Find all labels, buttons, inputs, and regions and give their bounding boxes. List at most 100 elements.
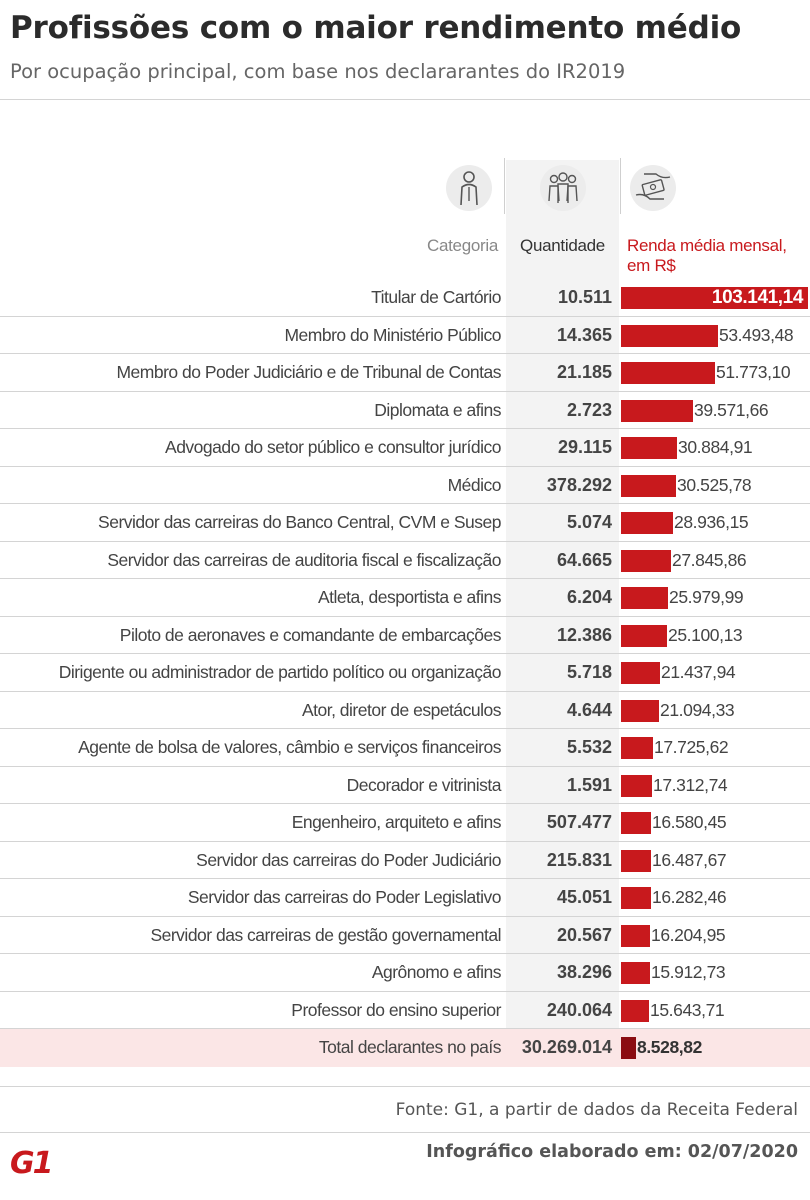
category-label: Titular de Cartório [371, 287, 501, 307]
income-value-label: 15.643,71 [650, 999, 725, 1020]
income-value-label: 17.312,74 [653, 774, 728, 795]
header-income: Renda média mensal, em R$ [627, 236, 787, 275]
category-label: Servidor das carreiras de gestão governa… [150, 924, 501, 945]
table-row: Decorador e vitrinista 1.591 17.312,74 [0, 767, 810, 804]
income-bar [621, 324, 718, 347]
category-label: Agrônomo e afins [371, 962, 502, 982]
income-bar [621, 737, 653, 759]
table-row: Diplomata e afins 2.723 39.571,66 [0, 392, 810, 429]
income-bar [621, 999, 649, 1022]
quantity-value: 5.532 [566, 737, 612, 757]
chart-rows: Titular de Cartório 10.511 103.141,14 Membr… [0, 279, 810, 1067]
income-bar [621, 662, 660, 684]
income-value-label: 103.141,14 [711, 287, 803, 308]
quantity-value: 20.567 [556, 924, 612, 945]
worker-icon [446, 165, 492, 211]
category-label: Decorador e vitrinista [346, 774, 502, 795]
category-label: Servidor das carreiras do Poder Legislat… [187, 887, 502, 907]
header-quantity: Quantidade [520, 236, 605, 255]
header-separator [620, 158, 621, 214]
category-label: Membro do Poder Judiciário e de Tribunal… [116, 362, 501, 382]
table-row: Médico 378.292 30.525,78 [0, 467, 810, 504]
quantity-value: 21.185 [556, 362, 612, 382]
table-row: Servidor das carreiras do Poder Legislat… [0, 879, 810, 917]
table-row: Ator, diretor de espetáculos 4.644 21.094,… [0, 692, 810, 729]
category-label: Médico [447, 474, 502, 495]
title-divider [0, 99, 810, 100]
people-icon [540, 165, 586, 211]
income-value-label: 27.845,86 [672, 549, 747, 570]
footer-divider [0, 1132, 810, 1133]
quantity-value: 378.292 [546, 474, 612, 495]
g1-logo: G1 [10, 1146, 53, 1181]
income-value-label: 21.094,33 [660, 699, 735, 720]
income-value-label: 39.571,66 [694, 399, 769, 420]
table-row: Agrônomo e afins 38.296 15.912,73 [0, 954, 810, 992]
table-row: Membro do Poder Judiciário e de Tribunal… [0, 354, 810, 392]
category-label: Servidor das carreiras do Banco Central,… [98, 512, 501, 532]
income-bar [621, 287, 808, 309]
money-hands-icon [630, 165, 676, 211]
income-value-label: 16.282,46 [652, 887, 727, 907]
table-row: Agente de bolsa de valores, câmbio e ser… [0, 729, 810, 767]
income-bar [621, 1037, 636, 1059]
income-bar [621, 812, 651, 834]
table-row: Engenheiro, arquiteto e afins 507.477 16.5… [0, 804, 810, 842]
table-row: Servidor das carreiras de auditoria fisc… [0, 542, 810, 579]
category-label: Membro do Ministério Público [284, 324, 501, 345]
quantity-value: 507.477 [546, 812, 612, 832]
quantity-value: 4.644 [566, 699, 612, 720]
quantity-value: 10.511 [557, 287, 612, 307]
quantity-value: 2.723 [566, 399, 612, 420]
category-label: Dirigente ou administrador de partido po… [58, 662, 502, 682]
income-value-label: 17.725,62 [654, 737, 729, 757]
quantity-value: 12.386 [556, 624, 612, 645]
income-bar [621, 624, 667, 647]
income-bar [621, 437, 677, 459]
category-label: Agente de bolsa de valores, câmbio e ser… [78, 737, 501, 757]
quantity-value: 6.204 [566, 587, 612, 607]
income-value-label: 25.100,13 [668, 624, 743, 645]
table-row: Atleta, desportista e afins 6.204 25.979,9… [0, 579, 810, 617]
table-row: Servidor das carreiras do Poder Judiciár… [0, 842, 810, 879]
quantity-value: 45.051 [556, 887, 612, 907]
income-value-label: 51.773,10 [716, 362, 791, 382]
quantity-value: 1.591 [566, 774, 612, 795]
income-bar [621, 399, 693, 422]
table-row: Dirigente ou administrador de partido po… [0, 654, 810, 692]
quantity-value: 64.665 [556, 549, 612, 570]
income-bar [621, 774, 652, 797]
quantity-value: 240.064 [546, 999, 612, 1020]
quantity-value: 38.296 [556, 962, 612, 982]
table-row: Membro do Ministério Público 14.365 53.493… [0, 317, 810, 354]
income-value-label: 30.525,78 [677, 474, 752, 495]
quantity-value: 215.831 [546, 849, 612, 870]
quantity-value: 14.365 [556, 324, 612, 345]
category-label: Piloto de aeronaves e comandante de emba… [119, 624, 502, 645]
income-value-label: 28.936,15 [674, 512, 749, 532]
income-bar [621, 587, 668, 609]
chart-subtitle: Por ocupação principal, com base nos dec… [10, 60, 626, 83]
quantity-value: 5.074 [566, 512, 612, 532]
category-label: Professor do ensino superior [291, 999, 501, 1020]
table-row: Professor do ensino superior 240.064 15.64… [0, 992, 810, 1029]
income-value-label: 16.487,67 [652, 849, 727, 870]
table-row: Servidor das carreiras de gestão governa… [0, 917, 810, 954]
income-bar [621, 962, 650, 984]
income-bar [621, 474, 676, 497]
category-label: Advogado do setor público e consultor ju… [165, 437, 501, 457]
table-row: Servidor das carreiras do Banco Central,… [0, 504, 810, 542]
category-label: Atleta, desportista e afins [318, 587, 502, 607]
category-label: Engenheiro, arquiteto e afins [291, 812, 502, 832]
income-bar [621, 512, 673, 534]
income-value-label: 30.884,91 [678, 437, 753, 457]
income-value-label: 16.580,45 [652, 812, 727, 832]
income-bar [621, 849, 651, 872]
income-value-label: 15.912,73 [651, 962, 726, 982]
income-value-label: 8.528,82 [637, 1037, 702, 1057]
quantity-value: 30.269.014 [521, 1037, 612, 1057]
category-label: Ator, diretor de espetáculos [301, 699, 502, 720]
header-separator [504, 158, 505, 214]
quantity-value: 5.718 [566, 662, 612, 682]
total-row: Total declarantes no país 30.269.014 8.528… [0, 1029, 810, 1067]
